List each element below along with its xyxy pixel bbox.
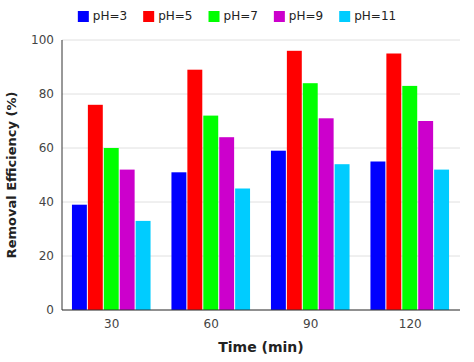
bar	[219, 137, 234, 310]
bar	[120, 170, 135, 310]
bar	[402, 86, 417, 310]
legend-swatch	[209, 11, 220, 22]
legend: pH=3 pH=5 pH=7 pH=9 pH=11	[78, 9, 396, 23]
bar	[335, 164, 350, 310]
bar	[203, 116, 218, 310]
y-axis	[62, 40, 63, 310]
y-tick-label: 40	[39, 195, 54, 209]
bar	[271, 151, 286, 310]
bar	[303, 83, 318, 310]
bar	[434, 170, 449, 310]
bar	[235, 189, 250, 311]
x-axis-label: Time (min)	[218, 339, 303, 355]
y-tick-label: 20	[39, 249, 54, 263]
chart: 0 20 40 60 80 100 30 60 90 120 Time (min) Removal E…	[0, 0, 474, 362]
bar	[287, 51, 302, 310]
legend-label: pH=9	[289, 9, 323, 23]
bar	[418, 121, 433, 310]
legend-swatch	[339, 11, 350, 22]
bar	[187, 70, 202, 310]
grid-line	[62, 310, 460, 311]
bar	[386, 54, 401, 311]
legend-label: pH=7	[224, 9, 258, 23]
legend-label: pH=5	[158, 9, 192, 23]
x-tick-label: 120	[399, 317, 422, 331]
bar	[104, 148, 119, 310]
grid	[62, 40, 460, 310]
legend-swatch	[143, 11, 154, 22]
y-tick-label: 0	[46, 303, 54, 317]
bar	[370, 162, 385, 311]
legend-swatch	[274, 11, 285, 22]
legend-swatch	[78, 11, 89, 22]
bar	[319, 118, 334, 310]
bar	[171, 172, 186, 310]
legend-label: pH=3	[93, 9, 127, 23]
x-tick-label: 30	[104, 317, 119, 331]
bar	[136, 221, 151, 310]
grid-line	[62, 40, 460, 41]
bar	[88, 105, 103, 310]
x-tick-label: 60	[204, 317, 219, 331]
bar	[72, 205, 87, 310]
y-tick-label: 60	[39, 141, 54, 155]
x-tick-label: 90	[303, 317, 318, 331]
bars	[72, 51, 449, 310]
y-tick-label: 80	[39, 87, 54, 101]
y-tick-label: 100	[31, 33, 54, 47]
legend-label: pH=11	[354, 9, 396, 23]
x-axis	[62, 310, 460, 311]
y-axis-label: Removal Efficiency (%)	[4, 92, 19, 259]
